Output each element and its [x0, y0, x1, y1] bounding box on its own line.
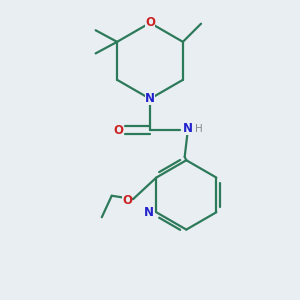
Text: O: O — [113, 124, 123, 137]
Text: H: H — [195, 124, 203, 134]
Text: O: O — [145, 16, 155, 29]
Text: N: N — [145, 92, 155, 105]
Text: O: O — [122, 194, 132, 206]
Text: N: N — [183, 122, 193, 135]
Text: N: N — [144, 206, 154, 219]
